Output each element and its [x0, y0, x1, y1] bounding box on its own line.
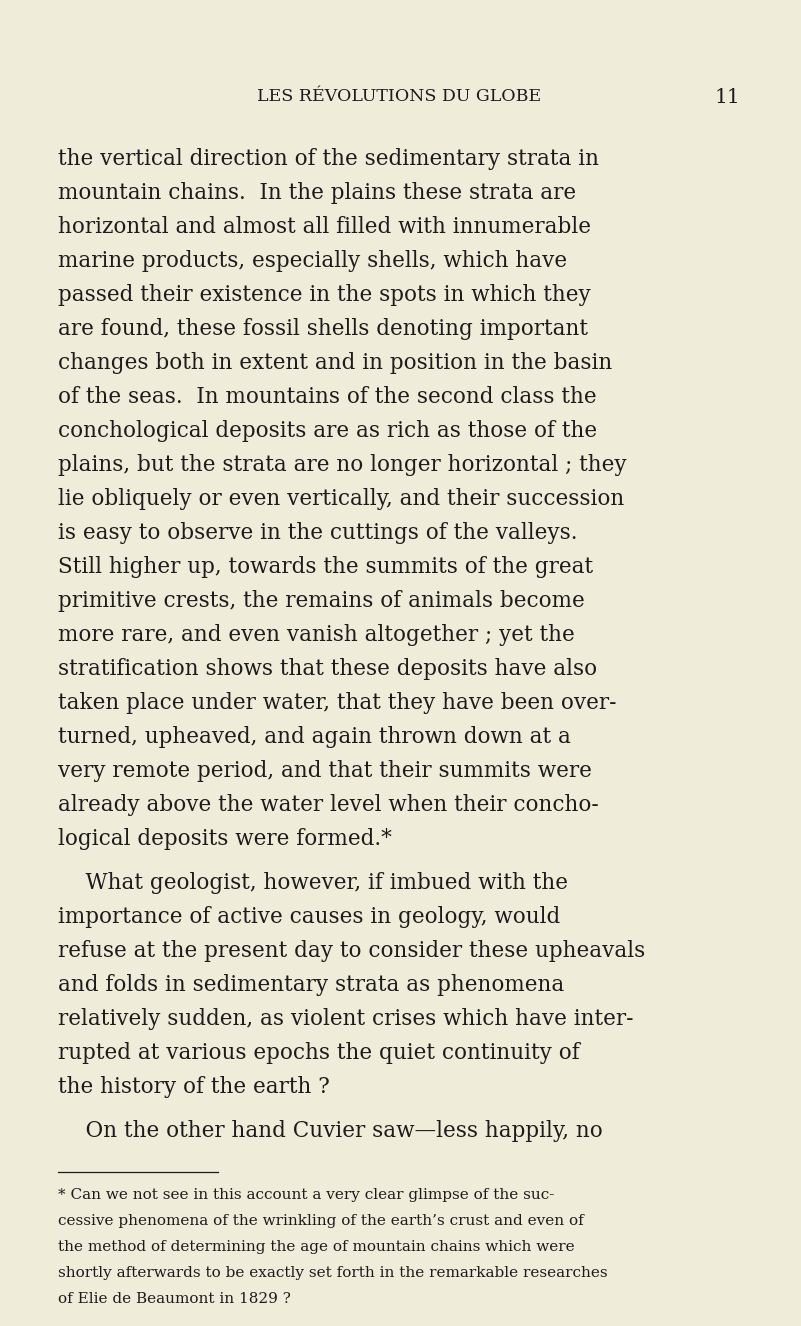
Text: of the seas.  In mountains of the second class the: of the seas. In mountains of the second …	[58, 386, 597, 408]
Text: 11: 11	[714, 88, 740, 107]
Text: rupted at various epochs the quiet continuity of: rupted at various epochs the quiet conti…	[58, 1042, 580, 1063]
Text: importance of active causes in geology, would: importance of active causes in geology, …	[58, 906, 560, 928]
Text: horizontal and almost all filled with innumerable: horizontal and almost all filled with in…	[58, 216, 591, 237]
Text: already above the water level when their concho-: already above the water level when their…	[58, 794, 599, 815]
Text: taken place under water, that they have been over-: taken place under water, that they have …	[58, 692, 617, 713]
Text: the method of determining the age of mountain chains which were: the method of determining the age of mou…	[58, 1240, 574, 1254]
Text: lie obliquely or even vertically, and their succession: lie obliquely or even vertically, and th…	[58, 488, 624, 511]
Text: relatively sudden, as violent crises which have inter-: relatively sudden, as violent crises whi…	[58, 1008, 634, 1030]
Text: plains, but the strata are no longer horizontal ; they: plains, but the strata are no longer hor…	[58, 453, 626, 476]
Text: shortly afterwards to be exactly set forth in the remarkable researches: shortly afterwards to be exactly set for…	[58, 1266, 608, 1280]
Text: of Elie de Beaumont in 1829 ?: of Elie de Beaumont in 1829 ?	[58, 1292, 291, 1306]
Text: cessive phenomena of the wrinkling of the earth’s crust and even of: cessive phenomena of the wrinkling of th…	[58, 1215, 584, 1228]
Text: changes both in extent and in position in the basin: changes both in extent and in position i…	[58, 351, 612, 374]
Text: are found, these fossil shells denoting important: are found, these fossil shells denoting …	[58, 318, 588, 339]
Text: the vertical direction of the sedimentary strata in: the vertical direction of the sedimentar…	[58, 149, 599, 170]
Text: and folds in sedimentary strata as phenomena: and folds in sedimentary strata as pheno…	[58, 975, 564, 996]
Text: What geologist, however, if imbued with the: What geologist, however, if imbued with …	[58, 873, 568, 894]
Text: more rare, and even vanish altogether ; yet the: more rare, and even vanish altogether ; …	[58, 625, 575, 646]
Text: very remote period, and that their summits were: very remote period, and that their summi…	[58, 760, 592, 782]
Text: marine products, especially shells, which have: marine products, especially shells, whic…	[58, 251, 567, 272]
Text: conchological deposits are as rich as those of the: conchological deposits are as rich as th…	[58, 420, 597, 442]
Text: passed their existence in the spots in which they: passed their existence in the spots in w…	[58, 284, 591, 306]
Text: primitive crests, the remains of animals become: primitive crests, the remains of animals…	[58, 590, 585, 613]
Text: turned, upheaved, and again thrown down at a: turned, upheaved, and again thrown down …	[58, 727, 571, 748]
Text: stratification shows that these deposits have also: stratification shows that these deposits…	[58, 658, 597, 680]
Text: is easy to observe in the cuttings of the valleys.: is easy to observe in the cuttings of th…	[58, 522, 578, 544]
Text: LES RÉVOLUTIONS DU GLOBE: LES RÉVOLUTIONS DU GLOBE	[257, 88, 541, 105]
Text: refuse at the present day to consider these upheavals: refuse at the present day to consider th…	[58, 940, 646, 961]
Text: logical deposits were formed.*: logical deposits were formed.*	[58, 827, 392, 850]
Text: Still higher up, towards the summits of the great: Still higher up, towards the summits of …	[58, 556, 593, 578]
Text: mountain chains.  In the plains these strata are: mountain chains. In the plains these str…	[58, 182, 576, 204]
Text: * Can we not see in this account a very clear glimpse of the suc-: * Can we not see in this account a very …	[58, 1188, 554, 1201]
Text: the history of the earth ?: the history of the earth ?	[58, 1075, 330, 1098]
Text: On the other hand Cuvier saw—less happily, no: On the other hand Cuvier saw—less happil…	[58, 1120, 602, 1142]
